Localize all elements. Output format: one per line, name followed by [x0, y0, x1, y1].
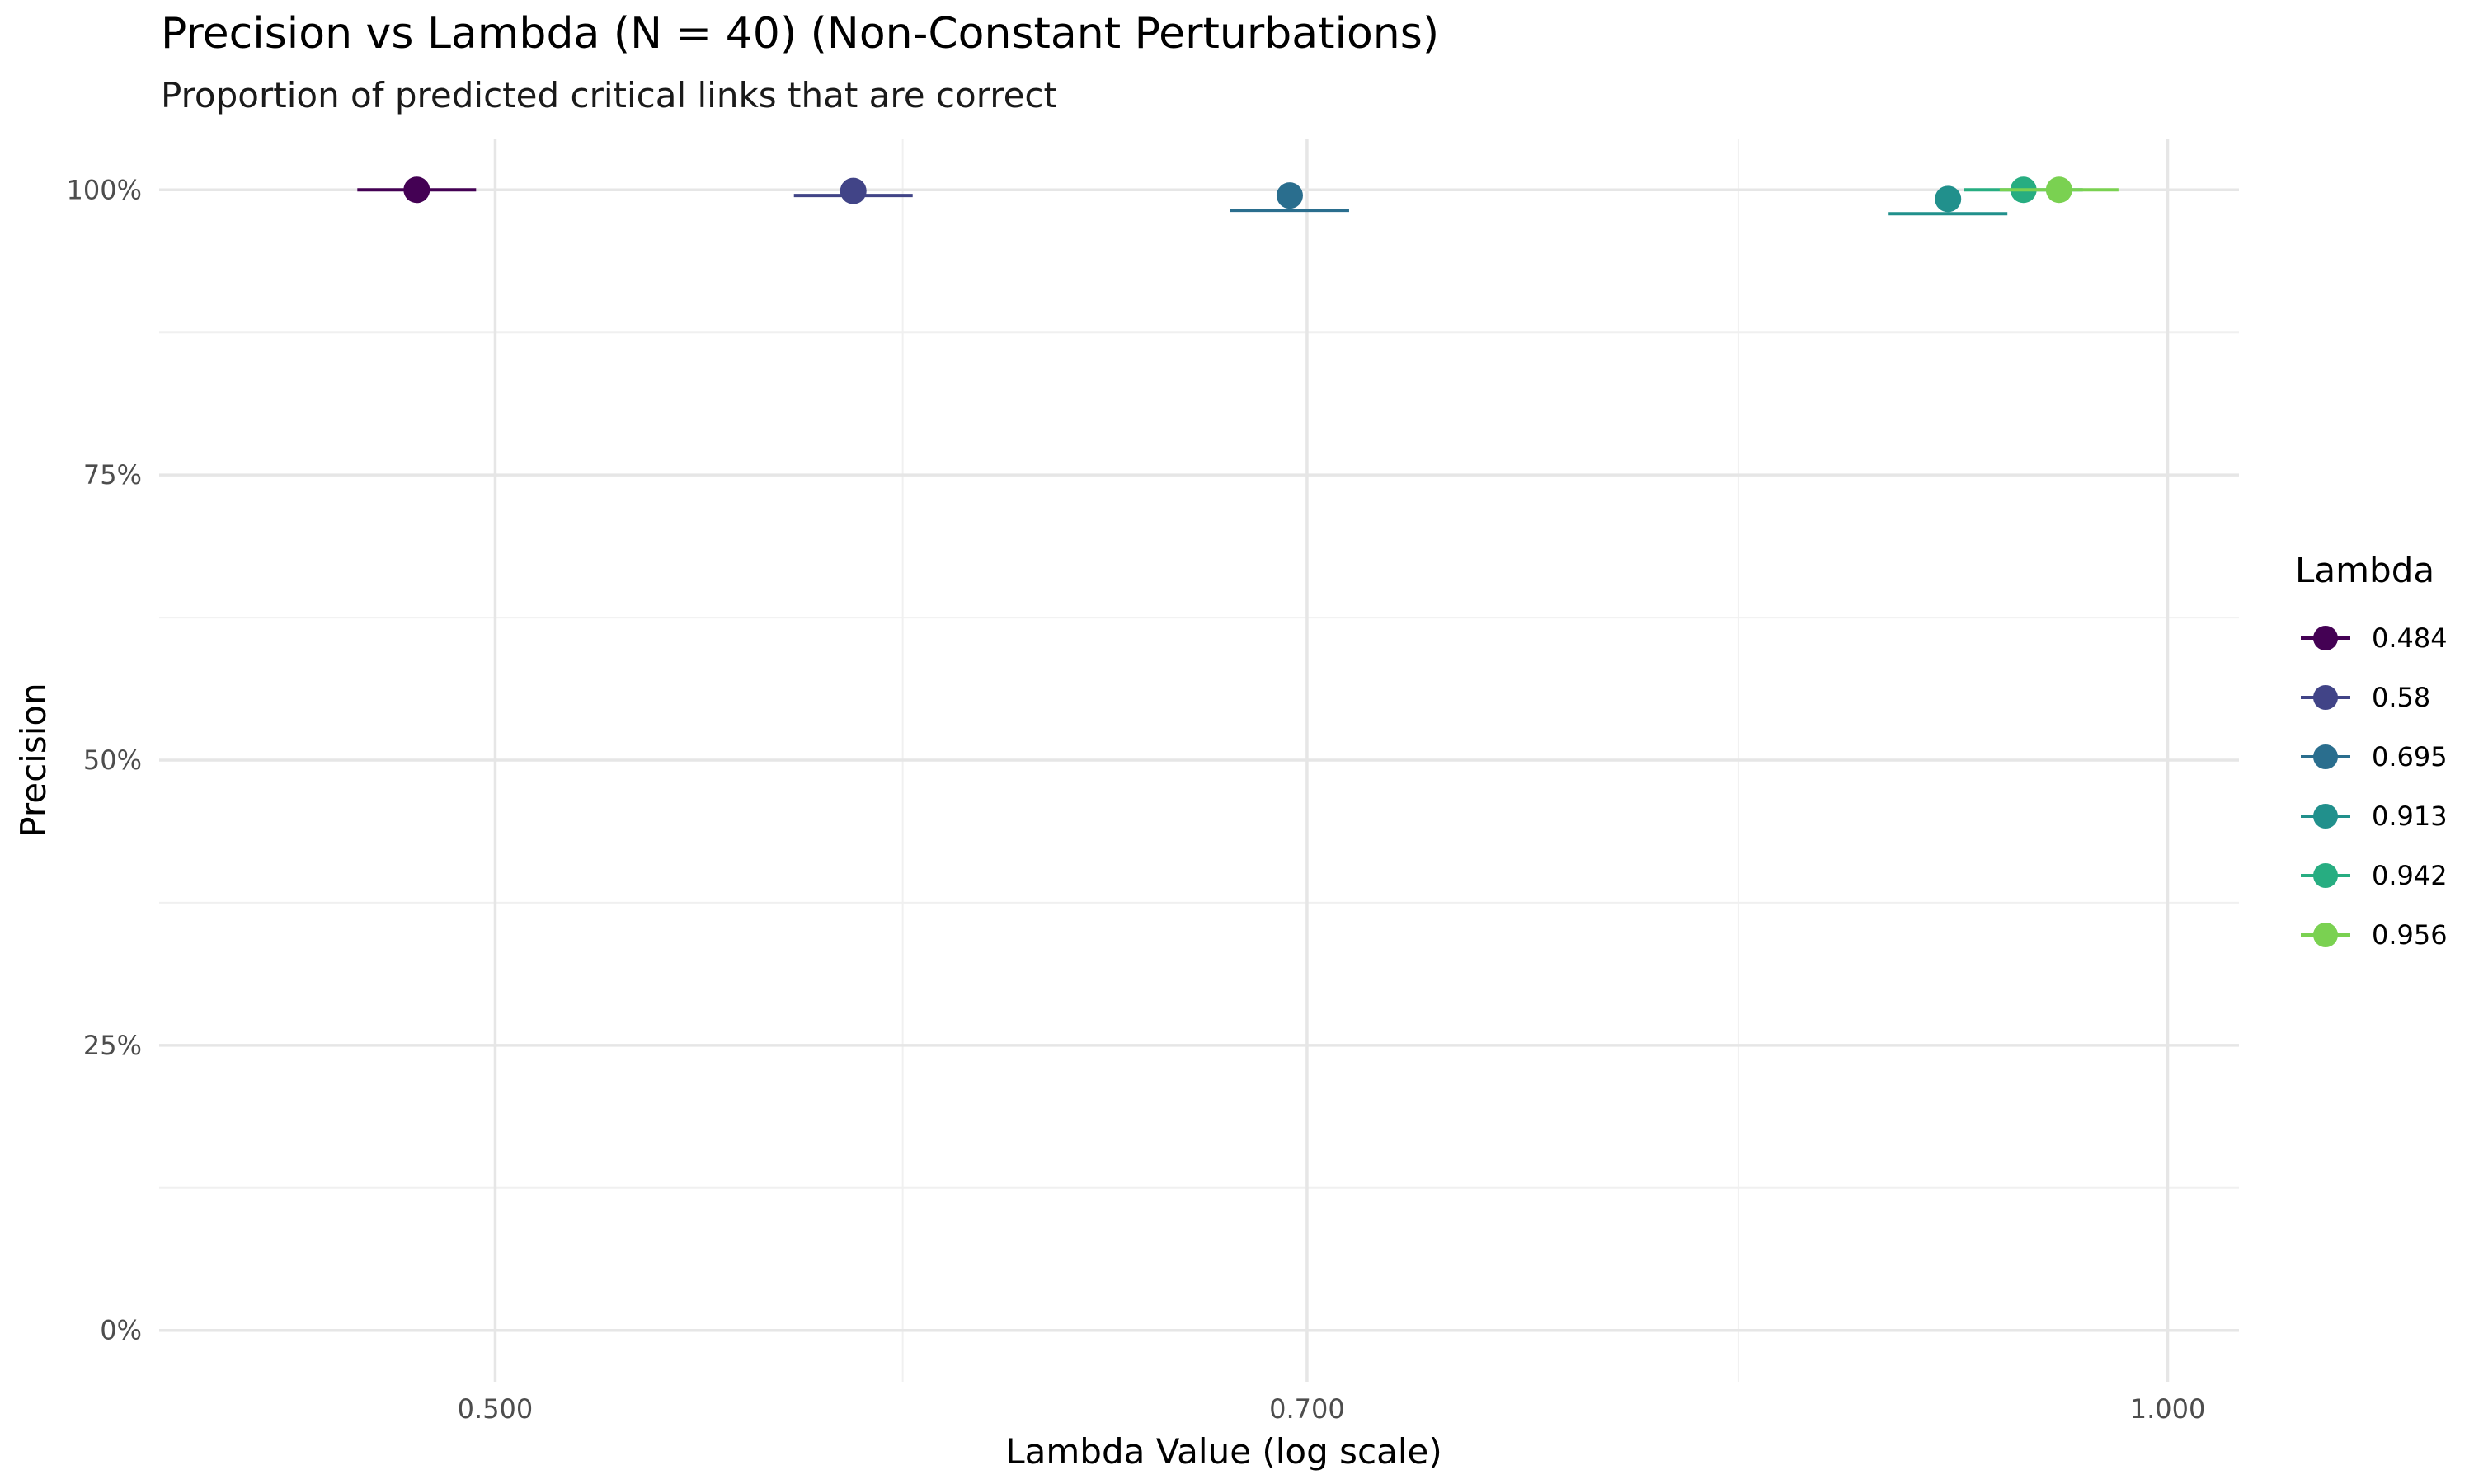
legend-key-point-0.913: [2313, 804, 2338, 829]
legend-label-0.942: 0.942: [2372, 860, 2448, 891]
legend-label-0.695: 0.695: [2372, 741, 2448, 773]
legend-label-0.58: 0.58: [2372, 682, 2430, 713]
legend-key-point-0.58: [2313, 685, 2338, 710]
plot-panel: 0% 25% 50% 75% 100% 0.500 0.700 1.000: [67, 139, 2239, 1425]
x-tick-label: 0.700: [1269, 1393, 1345, 1425]
y-axis-title: Precision: [13, 683, 54, 837]
data-point-0.913: [1935, 186, 1962, 213]
x-axis-title: Lambda Value (log scale): [1005, 1431, 1442, 1472]
y-tick-label: 25%: [83, 1030, 142, 1061]
legend-key-point-0.942: [2313, 863, 2338, 888]
legend-key-point-0.956: [2313, 923, 2338, 947]
legend-title: Lambda: [2295, 550, 2434, 590]
x-tick-label: 1.000: [2130, 1393, 2206, 1425]
legend-label-0.484: 0.484: [2372, 622, 2448, 654]
y-tick-label: 0%: [100, 1315, 142, 1346]
y-tick-label: 75%: [83, 459, 142, 491]
chart-subtitle: Proportion of predicted critical links t…: [161, 75, 1057, 115]
y-tick-label: 100%: [67, 174, 142, 205]
legend-label-0.956: 0.956: [2372, 919, 2448, 951]
data-point-0.695: [1276, 182, 1303, 209]
legend: Lambda 0.484 0.58 0.695 0.913 0.942 0.956: [2295, 550, 2448, 951]
legend-key-point-0.695: [2313, 744, 2338, 769]
data-point-0.58: [840, 177, 867, 204]
legend-key-point-0.484: [2313, 626, 2338, 650]
data-point-0.956: [2045, 176, 2072, 204]
data-point-0.484: [403, 176, 430, 204]
y-tick-label: 50%: [83, 744, 142, 776]
x-tick-label: 0.500: [458, 1393, 534, 1425]
legend-label-0.913: 0.913: [2372, 801, 2448, 832]
chart-title: Precision vs Lambda (N = 40) (Non-Consta…: [161, 9, 1439, 59]
